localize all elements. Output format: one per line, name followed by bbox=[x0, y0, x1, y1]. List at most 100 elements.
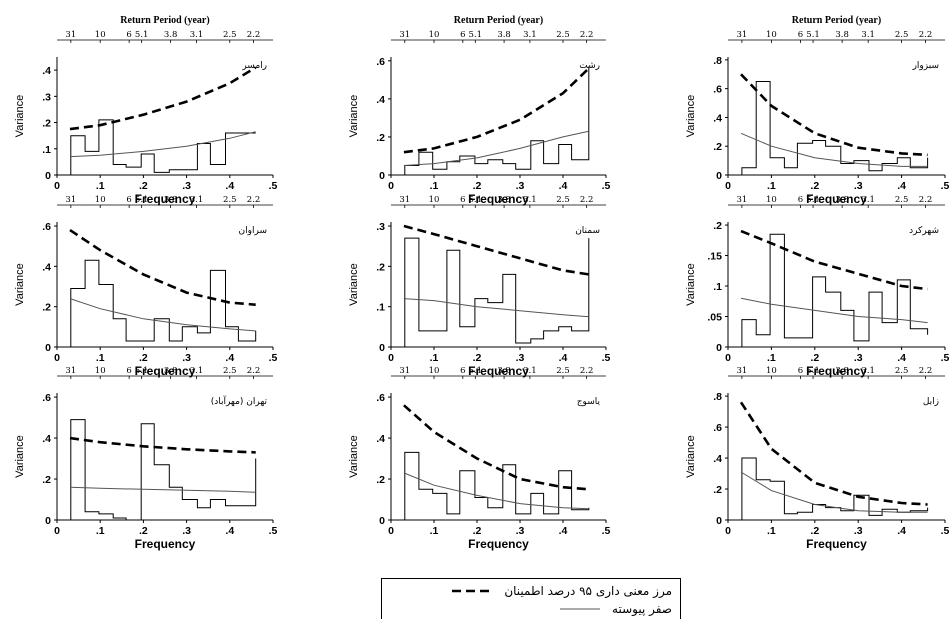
x-tick-label: .5 bbox=[602, 180, 611, 192]
y-tick-label: .2 bbox=[713, 220, 722, 232]
y-tick-label: .1 bbox=[713, 281, 722, 293]
return-period-label: 10 bbox=[766, 195, 777, 205]
station-name: رامسر bbox=[241, 61, 267, 71]
return-period-label: 3.1 bbox=[523, 366, 537, 376]
x-tick-label: .4 bbox=[225, 525, 234, 537]
y-tick-label: .6 bbox=[42, 221, 51, 233]
return-period-label: 3.8 bbox=[835, 195, 849, 205]
y-tick-label: .2 bbox=[42, 118, 51, 130]
y-tick-label: .2 bbox=[376, 132, 385, 144]
legend-red-noise-label: صفر پیوسته bbox=[612, 602, 672, 616]
return-period-label: 10 bbox=[95, 30, 106, 40]
x-tick-label: 0 bbox=[388, 180, 394, 192]
y-tick-label: 0 bbox=[716, 170, 722, 182]
return-period-label: 3.1 bbox=[190, 195, 204, 205]
x-tick-label: 0 bbox=[54, 352, 60, 364]
return-period-label: 3.8 bbox=[497, 366, 511, 376]
return-period-label: 3.8 bbox=[497, 195, 511, 205]
x-tick-label: .4 bbox=[225, 180, 234, 192]
confidence-95-line bbox=[403, 404, 589, 491]
y-tick-label: 0 bbox=[45, 170, 51, 182]
return-period-label: 2.2 bbox=[247, 30, 261, 40]
y-tick-label: .6 bbox=[42, 392, 51, 404]
panel-title: Return Period (year) bbox=[120, 15, 209, 26]
y-tick-label: .2 bbox=[376, 261, 385, 273]
x-tick-label: .2 bbox=[473, 525, 482, 537]
x-tick-label: .1 bbox=[96, 525, 105, 537]
x-tick-label: .3 bbox=[854, 352, 863, 364]
station-name: سمنان bbox=[575, 226, 600, 236]
x-axis-label: Frequency bbox=[468, 192, 529, 206]
x-tick-label: .3 bbox=[516, 352, 525, 364]
y-tick-label: .6 bbox=[376, 392, 385, 404]
variance-spectrum-line bbox=[70, 119, 256, 175]
x-axis-label: Frequency bbox=[135, 192, 196, 206]
red-noise-line bbox=[403, 130, 589, 166]
return-period-label: 2.5 bbox=[223, 30, 237, 40]
y-tick-label: .2 bbox=[42, 474, 51, 486]
spectrum-panel: 31 10 6 5.1 3.8 3.1 2.5 2.2 0 .1 .2 .3 0 .1 .2 .3 .4 .5 Fr… bbox=[348, 195, 611, 378]
x-tick-label: .3 bbox=[854, 180, 863, 192]
return-period-label: 3.1 bbox=[523, 30, 537, 40]
x-tick-label: .4 bbox=[559, 352, 568, 364]
y-tick-label: 0 bbox=[716, 342, 722, 354]
return-period-label: 2.5 bbox=[895, 366, 909, 376]
x-tick-label: .2 bbox=[139, 352, 148, 364]
y-axis-label: Variance bbox=[348, 435, 360, 478]
y-tick-label: .2 bbox=[42, 302, 51, 314]
return-period-label: 6 bbox=[460, 195, 465, 205]
return-period-label: 3.1 bbox=[523, 195, 537, 205]
return-period-label: 31 bbox=[736, 195, 747, 205]
y-tick-label: 0 bbox=[45, 515, 51, 527]
x-tick-label: .5 bbox=[269, 525, 278, 537]
station-name: سراوان bbox=[239, 226, 267, 236]
x-tick-label: .4 bbox=[897, 180, 906, 192]
return-period-label: 5.1 bbox=[135, 195, 149, 205]
return-period-label: 5.1 bbox=[806, 30, 820, 40]
return-period-label: 6 bbox=[126, 30, 131, 40]
y-tick-label: .4 bbox=[713, 453, 722, 465]
y-tick-label: .4 bbox=[376, 433, 385, 445]
variance-spectrum-line bbox=[741, 81, 929, 175]
y-tick-label: .4 bbox=[42, 261, 51, 273]
y-tick-label: .4 bbox=[42, 433, 51, 445]
y-tick-label: .2 bbox=[713, 484, 722, 496]
return-period-label: 2.2 bbox=[919, 195, 933, 205]
x-tick-label: .3 bbox=[182, 525, 191, 537]
return-period-label: 3.8 bbox=[164, 195, 178, 205]
return-period-label: 3.1 bbox=[861, 366, 875, 376]
x-tick-label: .4 bbox=[559, 180, 568, 192]
confidence-95-line bbox=[69, 436, 256, 454]
x-tick-label: .1 bbox=[767, 525, 776, 537]
return-period-label: 6 bbox=[798, 195, 803, 205]
y-tick-label: 0 bbox=[45, 342, 51, 354]
y-axis-label: Variance bbox=[14, 95, 26, 138]
x-axis-label: Frequency bbox=[468, 364, 529, 378]
return-period-label: 6 bbox=[126, 195, 131, 205]
return-period-label: 2.2 bbox=[580, 366, 594, 376]
x-tick-label: .3 bbox=[854, 525, 863, 537]
return-period-label: 3.8 bbox=[835, 30, 849, 40]
return-period-label: 5.1 bbox=[135, 30, 149, 40]
return-period-label: 5.1 bbox=[806, 195, 820, 205]
spectrum-panel: Return Period (year) 31 10 6 5.1 3.8 3.1 2.5 2.2… bbox=[348, 15, 611, 206]
x-tick-label: .5 bbox=[602, 525, 611, 537]
x-axis-label: Frequency bbox=[135, 537, 196, 551]
x-tick-label: 0 bbox=[725, 180, 731, 192]
confidence-95-line bbox=[69, 229, 256, 306]
x-tick-label: .1 bbox=[767, 180, 776, 192]
return-period-label: 31 bbox=[65, 366, 76, 376]
legend-item-confidence: مرز معنی داری ۹۵ درصد اطمینان bbox=[450, 582, 672, 600]
y-tick-label: .6 bbox=[376, 56, 385, 68]
return-period-label: 6 bbox=[126, 366, 131, 376]
red-noise-line bbox=[740, 471, 928, 513]
spectrum-panel: 31 10 6 5.1 3.8 3.1 2.5 2.2 0 .2 .4 .6 0 .1 .2 .3 .4 .5 Fr… bbox=[14, 195, 278, 378]
return-period-label: 2.2 bbox=[919, 30, 933, 40]
return-period-label: 2.2 bbox=[580, 30, 594, 40]
x-tick-label: 0 bbox=[54, 525, 60, 537]
x-tick-label: .3 bbox=[182, 180, 191, 192]
return-period-label: 5.1 bbox=[469, 366, 483, 376]
return-period-label: 2.5 bbox=[556, 195, 570, 205]
y-tick-label: .2 bbox=[713, 141, 722, 153]
return-period-label: 5.1 bbox=[469, 30, 483, 40]
